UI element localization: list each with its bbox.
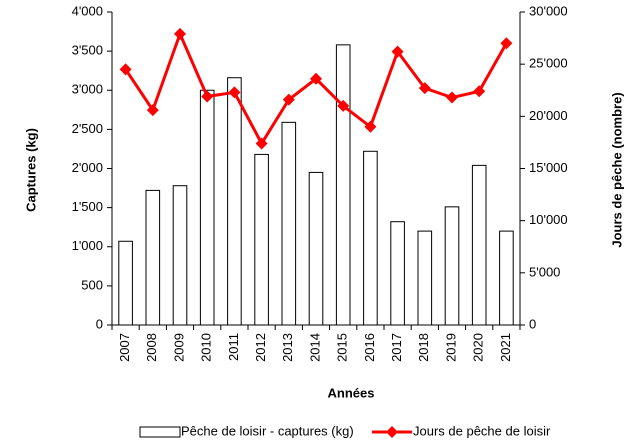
bar bbox=[227, 77, 242, 326]
y2-tick-label: 0 bbox=[529, 316, 536, 331]
bar bbox=[199, 89, 215, 326]
x-tick-label: 2014 bbox=[307, 333, 322, 362]
y2-tick-label: 20'000 bbox=[529, 108, 568, 123]
bar bbox=[471, 164, 487, 326]
marker bbox=[174, 27, 186, 40]
x-tick-label: 2008 bbox=[144, 333, 159, 362]
y-tick-label: 0 bbox=[96, 316, 103, 331]
marker bbox=[201, 90, 214, 103]
marker bbox=[228, 86, 241, 99]
x-tick-label: 2017 bbox=[389, 333, 404, 362]
legend-label: Jours de pêche de loisir bbox=[413, 423, 551, 438]
marker bbox=[310, 72, 322, 85]
x-tick-label: 2010 bbox=[199, 333, 214, 362]
x-tick-label: 2012 bbox=[253, 333, 268, 362]
bar bbox=[172, 185, 188, 326]
marker bbox=[146, 104, 159, 117]
bar bbox=[118, 240, 133, 326]
bar bbox=[254, 153, 269, 326]
bar bbox=[281, 121, 297, 326]
x-tick-label: 2007 bbox=[117, 333, 132, 362]
marker bbox=[119, 63, 132, 76]
x-tick-label: 2018 bbox=[416, 333, 431, 362]
x-tick-label: 2016 bbox=[362, 333, 377, 362]
bar bbox=[390, 221, 405, 326]
bar bbox=[145, 189, 161, 326]
x-tick-label: 2013 bbox=[280, 333, 295, 362]
y2-tick-label: 10'000 bbox=[529, 212, 568, 227]
legend-swatch bbox=[139, 426, 181, 438]
y2-tick-label: 5'000 bbox=[529, 264, 560, 279]
x-tick-label: 2019 bbox=[443, 333, 458, 362]
marker bbox=[282, 93, 295, 106]
x-axis-label: Années bbox=[328, 385, 375, 400]
marker bbox=[446, 91, 458, 104]
y-tick-label: 2'500 bbox=[72, 121, 103, 136]
y2-axis-label: Jours de pêche (nombre) bbox=[609, 92, 624, 247]
y-tick-label: 4'000 bbox=[72, 3, 103, 18]
x-tick-label: 2021 bbox=[498, 333, 513, 362]
x-tick-label: 2015 bbox=[335, 333, 350, 362]
marker bbox=[391, 45, 404, 58]
x-tick-label: 2011 bbox=[226, 333, 241, 361]
marker bbox=[418, 82, 431, 95]
y-tick-label: 1'500 bbox=[72, 199, 103, 214]
y2-tick-label: 15'000 bbox=[529, 160, 568, 175]
bar bbox=[363, 150, 378, 326]
y-tick-label: 3'500 bbox=[72, 43, 103, 58]
bar bbox=[335, 44, 351, 326]
y-tick-label: 3'000 bbox=[72, 82, 103, 97]
bar bbox=[417, 230, 433, 326]
marker bbox=[500, 37, 513, 50]
marker bbox=[337, 99, 350, 112]
y2-tick-label: 30'000 bbox=[529, 3, 568, 18]
legend-label: Pêche de loisir - captures (kg) bbox=[181, 423, 354, 438]
y-axis-label: Captures (kg) bbox=[23, 128, 38, 212]
line bbox=[124, 29, 508, 147]
bar bbox=[308, 171, 324, 326]
bar bbox=[499, 230, 514, 326]
y-tick-label: 2'000 bbox=[72, 160, 103, 175]
marker bbox=[473, 85, 486, 98]
y-tick-label: 500 bbox=[81, 277, 103, 292]
marker bbox=[255, 137, 268, 150]
bar bbox=[444, 206, 460, 326]
marker bbox=[364, 120, 377, 133]
x-tick-label: 2020 bbox=[471, 333, 486, 362]
y-tick-label: 1'000 bbox=[72, 238, 103, 253]
y2-tick-label: 25'000 bbox=[529, 56, 568, 71]
legend-swatch bbox=[386, 426, 398, 438]
x-tick-label: 2009 bbox=[171, 333, 186, 362]
